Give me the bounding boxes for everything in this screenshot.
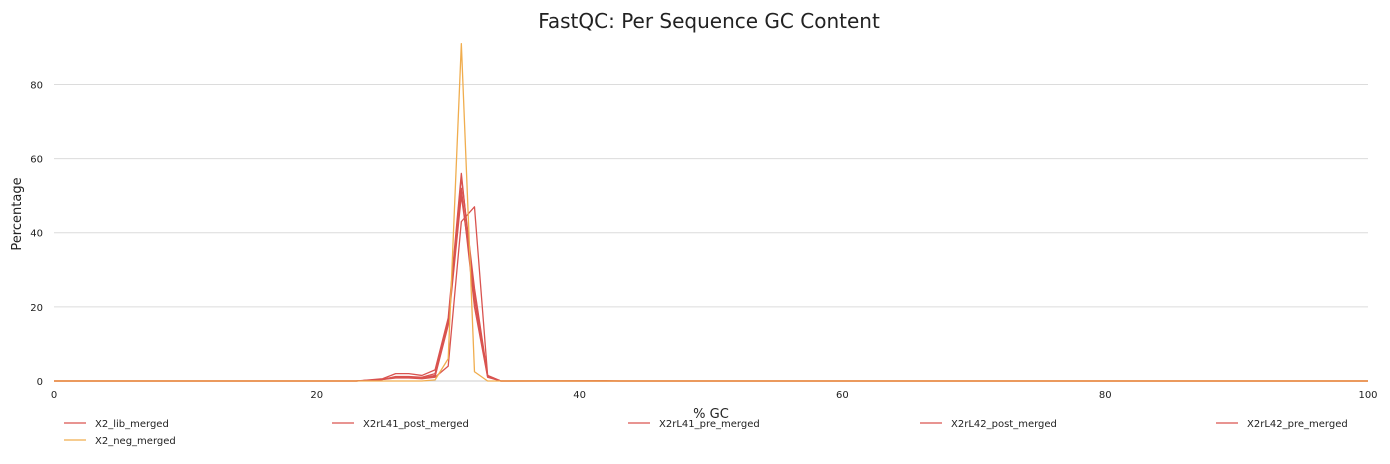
legend-item: X2_neg_merged bbox=[64, 436, 176, 447]
x-tick-label: 0 bbox=[51, 390, 57, 401]
x-tick-label: 20 bbox=[310, 390, 323, 401]
series-line-X2rL41_post_merged bbox=[54, 172, 1368, 382]
chart-title: FastQC: Per Sequence GC Content bbox=[538, 9, 880, 33]
series-line-X2rL42_pre_merged bbox=[54, 195, 1368, 382]
series-line-X2_neg_merged bbox=[54, 43, 1368, 382]
y-tick-label: 80 bbox=[30, 80, 43, 91]
legend-label: X2rL42_pre_merged bbox=[1247, 419, 1348, 430]
legend-label: X2rL41_pre_merged bbox=[659, 419, 760, 430]
grid-layer bbox=[54, 83, 1368, 308]
x-axis-label: % GC bbox=[693, 407, 729, 422]
legend-item: X2rL41_pre_merged bbox=[628, 419, 760, 430]
legend-label: X2_lib_merged bbox=[95, 419, 169, 430]
x-tick-label: 80 bbox=[1099, 390, 1112, 401]
y-tick-label: 0 bbox=[37, 377, 43, 388]
legend-label: X2rL42_post_merged bbox=[951, 419, 1057, 430]
legend-item: X2_lib_merged bbox=[64, 419, 169, 430]
legend-item: X2rL42_pre_merged bbox=[1216, 419, 1348, 430]
legend: X2_lib_merged X2rL41_post_merged X2rL41_pr… bbox=[64, 419, 1348, 447]
legend-item: X2rL42_post_merged bbox=[920, 419, 1057, 430]
series-line-X2_lib_merged bbox=[54, 176, 1368, 382]
y-tick-label: 20 bbox=[30, 303, 43, 314]
y-tick-label: 60 bbox=[30, 155, 43, 166]
x-tick-label: 100 bbox=[1358, 390, 1377, 401]
legend-label: X2_neg_merged bbox=[95, 436, 176, 447]
x-tick-label: 60 bbox=[836, 390, 849, 401]
series-line-X2rL41_pre_merged bbox=[54, 187, 1368, 382]
legend-item: X2rL41_post_merged bbox=[332, 419, 469, 430]
legend-label: X2rL41_post_merged bbox=[363, 419, 469, 430]
y-axis-label: Percentage bbox=[10, 177, 25, 250]
y-tick-label: 40 bbox=[30, 229, 43, 240]
series-layer bbox=[54, 43, 1368, 382]
x-tick-label: 40 bbox=[573, 390, 586, 401]
axis-layer: 0 20 40 60 80 0 20 40 60 80 100 bbox=[30, 80, 1377, 401]
